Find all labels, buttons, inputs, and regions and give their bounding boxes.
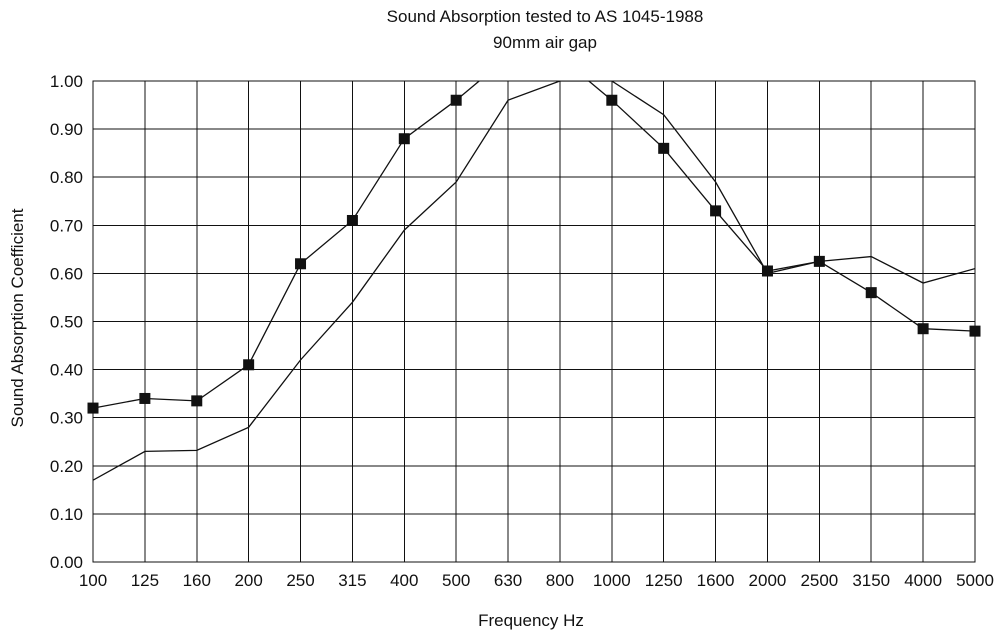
x-tick-label: 250 <box>286 571 314 590</box>
x-axis-label: Frequency Hz <box>478 611 584 630</box>
x-tick-label: 2500 <box>800 571 838 590</box>
x-tick-label: 125 <box>131 571 159 590</box>
x-tick-label: 500 <box>442 571 470 590</box>
y-tick-label: 0.00 <box>50 553 83 572</box>
y-tick-label: 0.20 <box>50 457 83 476</box>
x-tick-label: 4000 <box>904 571 942 590</box>
x-tick-label: 160 <box>183 571 211 590</box>
data-point-marker <box>139 392 151 404</box>
y-tick-label: 0.60 <box>50 264 83 283</box>
y-tick-label: 0.10 <box>50 505 83 524</box>
x-tick-label: 5000 <box>956 571 994 590</box>
grid <box>92 80 976 563</box>
y-tick-label: 0.80 <box>50 168 83 187</box>
data-point-marker <box>710 205 722 217</box>
data-point-marker <box>761 265 773 277</box>
chart-subtitle: 90mm air gap <box>493 33 597 52</box>
y-tick-label: 0.30 <box>50 409 83 428</box>
x-tick-label: 2000 <box>749 571 787 590</box>
data-point-marker <box>191 395 203 407</box>
series-line-2 <box>93 81 975 481</box>
x-tick-labels: 100 125 160 200 250 315 400 500 630 800 1000 1250 16… <box>79 571 994 590</box>
plot-frame <box>92 80 976 563</box>
x-tick-label: 1000 <box>593 571 631 590</box>
data-point-marker <box>398 133 410 145</box>
y-tick-label: 0.50 <box>50 313 83 332</box>
x-tick-label: 3150 <box>852 571 890 590</box>
y-tick-label: 0.40 <box>50 361 83 380</box>
y-tick-label: 1.00 <box>50 72 83 91</box>
data-point-marker <box>813 255 825 267</box>
marker-layer <box>87 94 981 414</box>
x-tick-label: 800 <box>546 571 574 590</box>
y-tick-labels: 0.00 0.10 0.20 0.30 0.40 0.50 0.60 0.70 0.80 0.90… <box>50 72 83 572</box>
data-point-marker <box>295 258 307 270</box>
y-tick-label: 0.70 <box>50 216 83 235</box>
x-tick-label: 315 <box>338 571 366 590</box>
data-point-marker <box>243 359 255 371</box>
data-point-marker <box>450 94 462 106</box>
chart-title: Sound Absorption tested to AS 1045-1988 <box>387 7 704 26</box>
x-tick-label: 630 <box>494 571 522 590</box>
x-tick-label: 400 <box>390 571 418 590</box>
series-line-1 <box>93 81 975 409</box>
data-point-marker <box>865 287 877 299</box>
data-point-marker <box>658 142 670 154</box>
x-tick-label: 200 <box>234 571 262 590</box>
x-tick-label: 1250 <box>645 571 683 590</box>
data-point-marker <box>346 214 358 226</box>
data-point-marker <box>917 323 929 335</box>
x-tick-label: 1600 <box>697 571 735 590</box>
y-axis-label: Sound Absorption Coefficient <box>8 208 27 427</box>
series-layer <box>93 81 975 481</box>
data-point-marker <box>606 94 618 106</box>
y-tick-label: 0.90 <box>50 120 83 139</box>
x-tick-label: 100 <box>79 571 107 590</box>
